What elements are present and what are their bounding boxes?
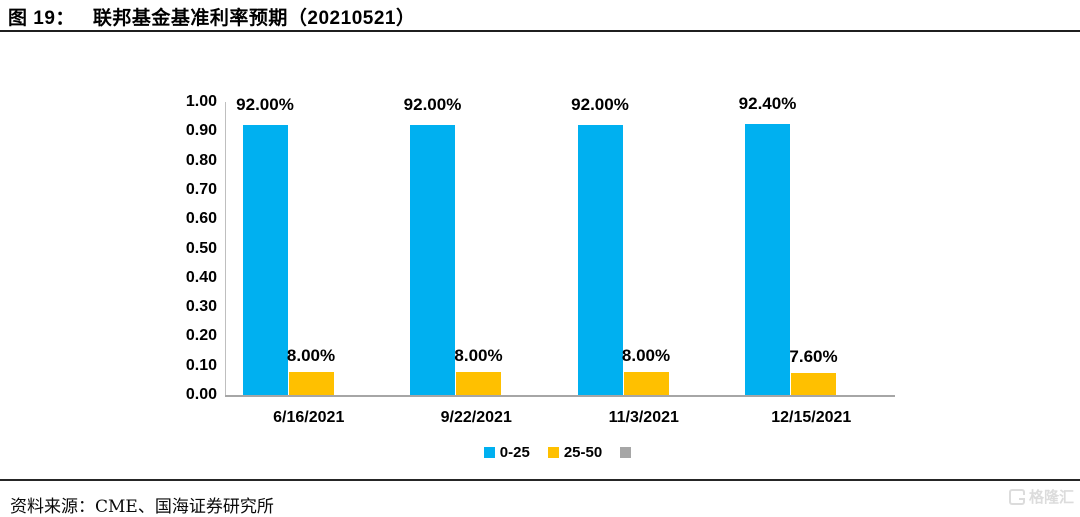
- legend-swatch: [547, 447, 559, 458]
- y-axis-tick-label: 0.00: [185, 386, 217, 403]
- legend-swatch: [620, 447, 632, 458]
- watermark-text: 格隆汇: [1028, 489, 1074, 506]
- y-axis-tick-label: 0.10: [185, 356, 217, 374]
- x-axis-label: 9/22/2021: [440, 409, 512, 426]
- bar: [242, 125, 288, 395]
- legend-swatch: [483, 447, 495, 458]
- y-axis-tick-label: 0.70: [185, 180, 217, 198]
- y-axis-tick-label: 0.40: [185, 268, 217, 286]
- figure-number: 图 19：: [8, 8, 75, 29]
- bar: [745, 124, 790, 395]
- bar-data-label: 92.00%: [571, 95, 629, 115]
- y-axis-tick-label: 0.20: [185, 327, 217, 345]
- x-axis-label: 11/3/2021: [608, 409, 679, 426]
- header-divider: [0, 30, 1080, 32]
- bar-data-label: 7.60%: [789, 346, 838, 366]
- bar-data-label: 92.00%: [236, 95, 294, 115]
- x-axis-label: 6/16/2021: [273, 409, 345, 426]
- x-axis-line: [225, 395, 895, 397]
- source-note: 资料来源：CME、国海证券研究所: [10, 497, 274, 517]
- bar-data-label: 92.00%: [403, 95, 462, 115]
- y-axis-tick-label: 0.80: [185, 151, 217, 169]
- bar: [577, 125, 623, 395]
- bar: [410, 125, 455, 395]
- chart-legend: 0-25 25-50: [225, 444, 895, 461]
- legend-item: [620, 447, 636, 458]
- x-axis-label: 12/15/2021: [771, 409, 852, 426]
- figure-header: 图 19： 联邦基金基准利率预期（20210521）: [8, 3, 415, 30]
- gelonghui-logo-icon: [1008, 488, 1025, 505]
- bar-data-label: 92.40%: [738, 94, 797, 114]
- bar: [623, 371, 669, 395]
- legend-label: 25-50: [563, 444, 603, 461]
- legend-label: 0-25: [499, 444, 530, 461]
- bar: [456, 371, 501, 395]
- footer-divider: [0, 479, 1080, 481]
- bar-data-label: 8.00%: [454, 345, 503, 365]
- gelonghui-watermark: 格隆汇: [1008, 486, 1074, 507]
- bar: [791, 372, 836, 395]
- y-axis-tick-label: 0.90: [185, 122, 217, 140]
- y-axis-tick-label: 0.60: [185, 210, 217, 228]
- y-axis-tick-label: 1.00: [185, 93, 217, 110]
- bar: [288, 371, 334, 395]
- bar-data-label: 8.00%: [286, 345, 336, 365]
- figure-title: 联邦基金基准利率预期（20210521）: [92, 8, 416, 29]
- y-axis-tick-label: 0.50: [185, 239, 217, 257]
- bar-data-label: 8.00%: [621, 345, 671, 365]
- y-axis-line: [225, 102, 226, 395]
- legend-item: 25-50: [547, 444, 603, 461]
- legend-item: 0-25: [483, 444, 530, 461]
- y-axis-tick-label: 0.30: [185, 298, 217, 316]
